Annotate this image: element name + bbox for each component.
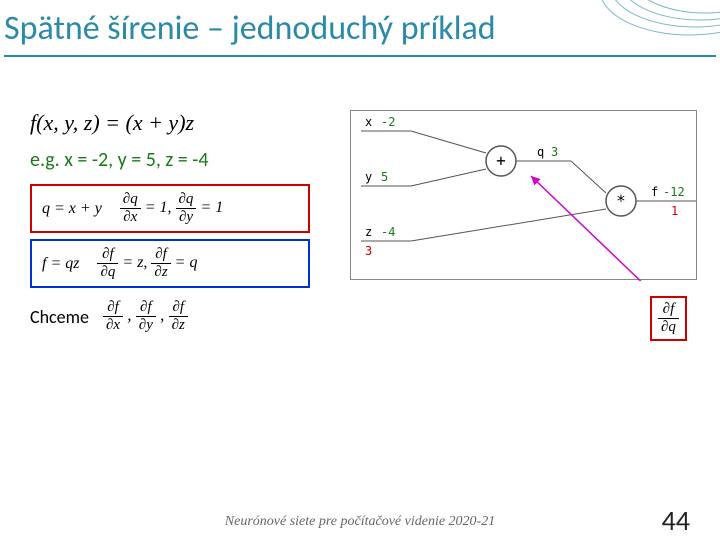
computation-graph: x-2y5z-43+*q3f-121 [350,110,697,280]
svg-text:3: 3 [365,244,372,258]
svg-text:y: y [365,170,372,184]
q-equation-box: q = x + y ∂q∂x = 1, ∂q∂y = 1 [30,184,310,233]
svg-text:1: 1 [671,204,678,218]
q-definition: q = x + y [42,200,102,218]
footer-text: Neurónové siete pre počítačové videnie 2… [0,514,720,530]
svg-text:3: 3 [551,145,558,159]
dfdq-box: ∂f∂q [650,296,687,341]
q-derivatives: ∂q∂x = 1, ∂q∂y = 1 [120,192,223,225]
svg-text:*: * [616,191,626,210]
svg-text:f: f [651,185,658,199]
svg-text:q: q [537,145,544,159]
page-number: 44 [662,503,690,538]
f-derivatives: ∂f∂q = z, ∂f∂z = q [97,247,197,280]
svg-text:-12: -12 [663,185,685,199]
svg-text:+: + [496,151,506,170]
svg-text:x: x [365,115,372,129]
want-line: Chceme ∂f∂x , ∂f∂y , ∂f∂z [30,300,690,333]
f-equation-box: f = qz ∂f∂q = z, ∂f∂z = q [30,239,310,288]
svg-text:z: z [365,225,372,239]
f-definition: f = qz [42,255,79,273]
want-fractions: ∂f∂x , ∂f∂y , ∂f∂z [103,300,188,333]
want-label: Chceme [30,306,89,328]
svg-text:-2: -2 [381,115,395,129]
svg-text:-4: -4 [381,225,395,239]
slide: Spätné šírenie – jednoduchý príklad f(x,… [0,0,720,540]
slide-title: Spätné šírenie – jednoduchý príklad [4,8,716,57]
svg-text:5: 5 [381,170,388,184]
